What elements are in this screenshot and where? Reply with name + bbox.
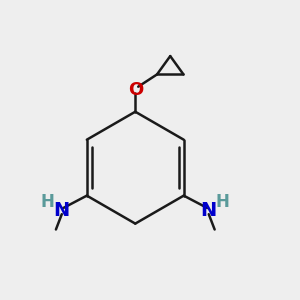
Text: N: N xyxy=(54,201,70,220)
Text: H: H xyxy=(41,193,55,211)
Text: O: O xyxy=(128,81,143,99)
Text: H: H xyxy=(216,193,230,211)
Text: N: N xyxy=(201,201,217,220)
